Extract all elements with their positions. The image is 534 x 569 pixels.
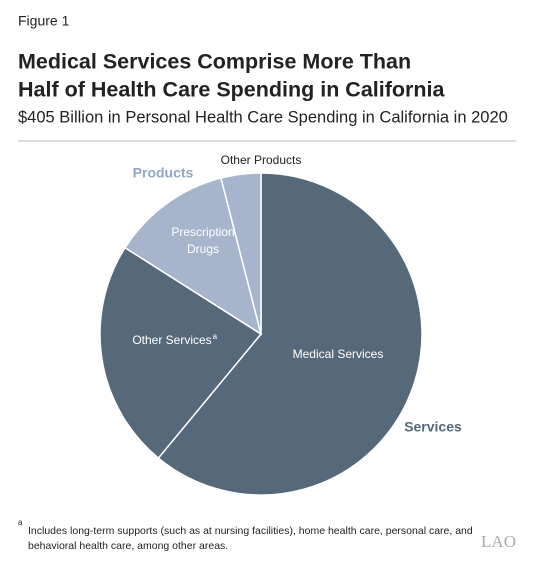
pie-slice <box>220 172 262 335</box>
footnote: behavioral health care, among other area… <box>28 540 228 552</box>
note-marker: a <box>213 332 218 341</box>
group-label: Products <box>133 165 194 181</box>
chart-title: Medical Services Comprise More Than <box>18 50 411 74</box>
pie-slice <box>124 177 263 336</box>
slice-label: Prescription Drugs <box>171 225 234 256</box>
slice-label: Other Services <box>132 333 211 347</box>
logo: LAO <box>481 532 516 551</box>
footnote-marker: a <box>18 518 23 527</box>
chart-subtitle: $405 Billion in Personal Health Care Spe… <box>18 108 508 126</box>
pie-slice <box>157 172 423 496</box>
slice-label: Medical Services <box>293 347 384 361</box>
figure-label: Figure 1 <box>18 13 70 29</box>
chart-title: Half of Health Care Spending in Californ… <box>18 78 446 102</box>
footnote: Includes long-term supports (such as at … <box>28 525 473 537</box>
slice-label: Other Products <box>221 153 302 167</box>
pie-slice <box>99 246 263 460</box>
group-label: Services <box>404 419 462 435</box>
